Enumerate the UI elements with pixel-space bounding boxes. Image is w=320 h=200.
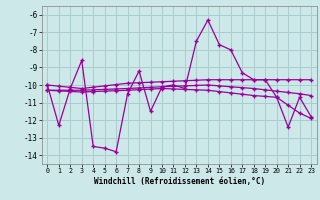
X-axis label: Windchill (Refroidissement éolien,°C): Windchill (Refroidissement éolien,°C)	[94, 177, 265, 186]
